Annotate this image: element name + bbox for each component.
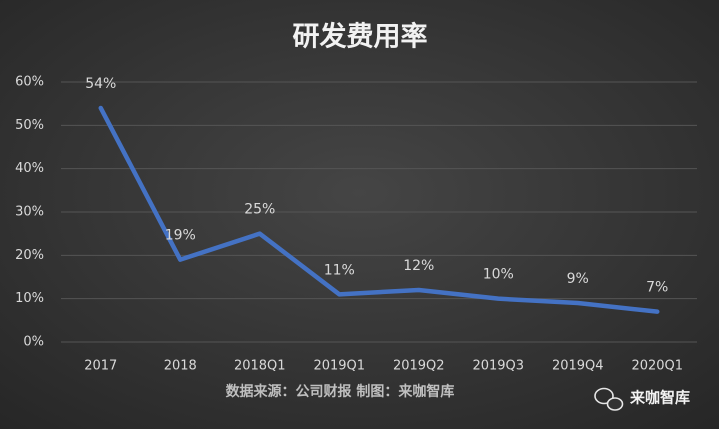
line xyxy=(98,105,660,314)
x-tick-label: 2019Q1 xyxy=(313,359,365,374)
data-label: 7% xyxy=(646,280,668,296)
data-label: 54% xyxy=(85,76,116,92)
x-tick-label: 2018Q1 xyxy=(234,359,286,374)
data-label: 10% xyxy=(483,267,514,283)
y-tick-label: 20% xyxy=(15,248,44,263)
x-tick-label: 2019Q2 xyxy=(393,359,445,374)
source-note: 数据来源：公司财报 制图：来咖智库 xyxy=(226,383,455,400)
x-tick-label: 2017 xyxy=(84,359,117,374)
data-label: 19% xyxy=(165,228,196,244)
y-tick-label: 10% xyxy=(15,291,44,306)
data-label: 9% xyxy=(567,271,589,287)
watermark-icon xyxy=(594,387,624,411)
watermark: 来咖智库 xyxy=(629,389,690,407)
data-label: 25% xyxy=(244,202,275,218)
y-tick-label: 30% xyxy=(15,205,44,220)
x-tick-label: 2020Q1 xyxy=(631,359,683,374)
y-tick-label: 60% xyxy=(15,75,44,90)
y-tick-label: 40% xyxy=(15,161,44,176)
chart-title: 研发费用率 xyxy=(293,21,428,53)
y-tick-label: 50% xyxy=(15,118,44,133)
data-label: 12% xyxy=(403,258,434,274)
data-label: 11% xyxy=(324,262,355,278)
y-tick-label: 0% xyxy=(23,335,44,350)
x-tick-label: 2018 xyxy=(164,359,197,374)
x-tick-label: 2019Q4 xyxy=(552,359,604,374)
x-tick-label: 2019Q3 xyxy=(472,359,524,374)
